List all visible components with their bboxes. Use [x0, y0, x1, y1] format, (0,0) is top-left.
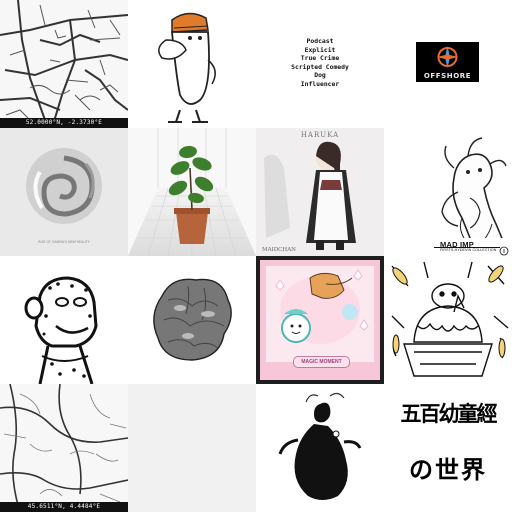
tag-line: Scripted Comedy — [291, 62, 349, 71]
podcast-tag-list: Podcast Explicit True Crime Scripted Com… — [256, 37, 384, 89]
tag-line: Podcast — [306, 37, 334, 45]
ink-figure-tile[interactable] — [256, 384, 384, 512]
mad-imp-illustration — [384, 128, 512, 256]
offshore-logo: OFFSHORE — [416, 42, 479, 82]
tag-line: Influencer — [300, 79, 340, 88]
maid-character-illustration — [256, 128, 384, 256]
collection-title: MAD IMP — [440, 240, 474, 249]
character-caption: MAIDCHAN — [262, 247, 296, 253]
pudding-tile[interactable] — [384, 256, 512, 384]
map-tile-2[interactable]: 45.6511°N, 4.4484°E — [0, 384, 128, 512]
collection-subtitle: FIRSTS-HYDEVIN COLLECTION — [440, 248, 497, 252]
compass-icon — [436, 46, 459, 68]
map-coordinate-label: 45.6511°N, 4.4484°E — [0, 502, 128, 512]
ape-line-art — [0, 256, 128, 384]
cjk-title-line-2: の世界 — [409, 456, 487, 484]
offshore-logo-tile[interactable]: OFFSHORE — [384, 0, 512, 128]
map-roads-graphic — [0, 384, 128, 512]
tag-line: Explicit — [304, 45, 336, 54]
map-roads-graphic — [0, 0, 128, 128]
logo-text: OFFSHORE — [423, 72, 472, 80]
platypus-illustration — [128, 0, 256, 128]
plant-tile[interactable] — [128, 128, 256, 256]
rock-sculpture — [128, 256, 256, 384]
ape-tile[interactable] — [0, 256, 128, 384]
pudding-line-art — [384, 256, 512, 384]
tag-line: True Crime — [300, 54, 340, 63]
swirl-tile[interactable]: RISE OF GAMMA'S NEW REALITY — [0, 128, 128, 256]
podcast-tile[interactable]: Podcast Explicit True Crime Scripted Com… — [256, 0, 384, 128]
swirl-artwork: RISE OF GAMMA'S NEW REALITY — [0, 128, 128, 256]
tag-line: Dog — [314, 71, 326, 80]
rock-tile[interactable] — [128, 256, 256, 384]
mad-imp-tile[interactable]: MAD IMP FIRSTS-HYDEVIN COLLECTION — [384, 128, 512, 256]
swirl-caption: RISE OF GAMMA'S NEW REALITY — [38, 240, 89, 244]
ink-figure-artwork — [256, 384, 384, 512]
platypus-tile[interactable] — [128, 0, 256, 128]
magic-moment-tile[interactable]: MAGIC MOMENT — [256, 256, 384, 384]
magic-moment-label: MAGIC MOMENT — [293, 356, 350, 368]
haruka-tile[interactable]: HARUKA MAIDCHAN — [256, 128, 384, 256]
map-coordinate-label: 52.0000°N, -2.3730°E — [0, 118, 128, 128]
cjk-title-line-1: 五百幼童經 — [400, 402, 498, 426]
map-tile-1[interactable]: 52.0000°N, -2.3730°E — [0, 0, 128, 128]
potted-plant-render — [128, 128, 256, 256]
cjk-title-tile[interactable]: 五百幼童經 の世界 — [384, 384, 512, 512]
character-title: HARUKA — [300, 131, 340, 139]
blank-tile[interactable] — [128, 384, 256, 512]
